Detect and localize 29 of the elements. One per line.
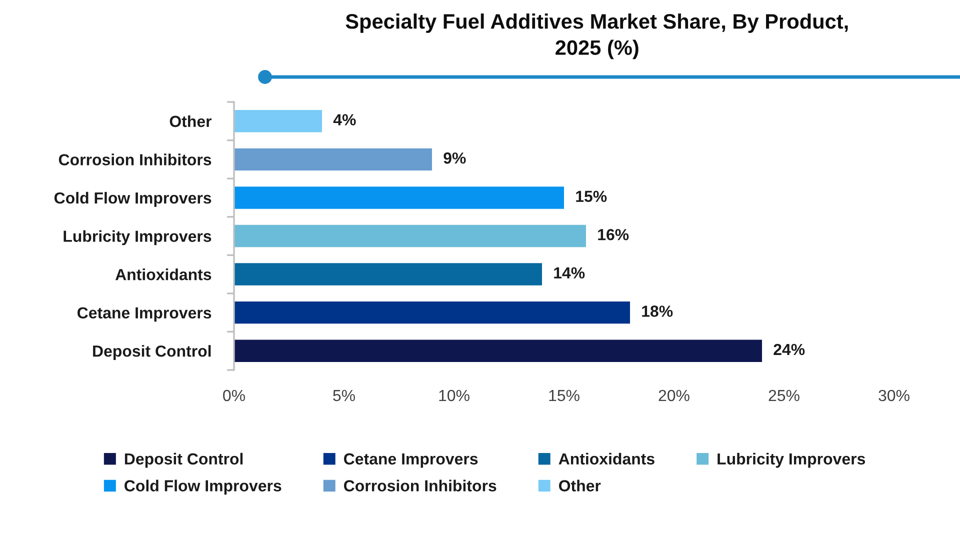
y-tick-label: Other [170,115,212,128]
y-tick-label: Lubricity Improvers [64,230,212,246]
legend-label: Corrosion Inhibitors [344,480,496,492]
x-tick-label: 15% [549,390,580,402]
legend-label: Deposit Control [124,452,243,468]
data-label: 18% [642,306,673,317]
legend-label: Lubricity Improvers [718,452,866,468]
data-label: 4% [333,114,356,126]
x-tick-label: 0% [223,390,245,402]
legend-label: Antioxidants [558,452,654,465]
y-tick-label: Cetane Improvers [78,307,212,322]
chart-title: Specialty Fuel Additives Market Share, By Product, 2025 (%) [346,14,848,60]
data-label: 9% [444,152,466,164]
legend-label: Cetane Improvers [344,453,478,468]
y-tick-label: Corrosion Inhibitors [58,154,212,166]
x-tick-label: 20% [658,390,690,402]
legend-label: Cold Flow Improvers [124,480,282,495]
x-tick-label: 25% [768,390,800,402]
y-tick-label: Antioxidants [115,268,212,280]
data-label: 16% [598,228,629,240]
data-label: 15% [576,190,607,202]
y-tick-label: Cold Flow Improvers [54,192,212,207]
x-tick-label: 5% [333,390,355,402]
data-label: 24% [774,344,805,356]
y-tick-label: Deposit Control [93,345,211,360]
x-tick-label: 30% [878,390,910,402]
x-tick-label: 10% [439,390,470,402]
data-label: 14% [554,267,585,279]
legend-label: Other [559,480,601,492]
